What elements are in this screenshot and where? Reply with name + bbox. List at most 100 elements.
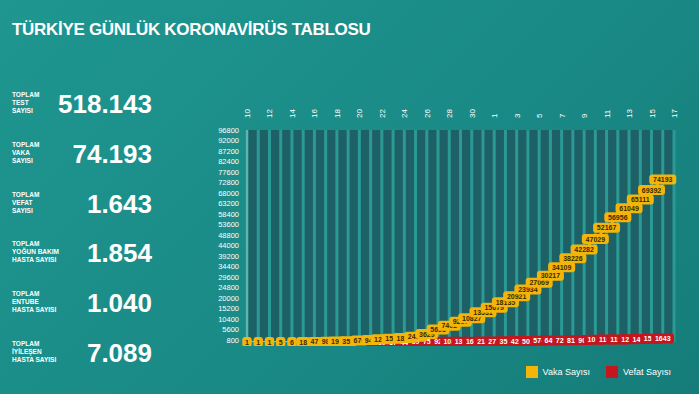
- svg-text:20: 20: [355, 109, 364, 118]
- svg-text:16: 16: [310, 109, 319, 118]
- svg-text:42282: 42282: [574, 246, 594, 253]
- svg-text:7402: 7402: [441, 322, 458, 330]
- svg-text:27069: 27069: [529, 279, 549, 287]
- svg-text:56956: 56956: [608, 214, 628, 221]
- svg-text:7: 7: [558, 113, 567, 118]
- html-text:Vaka Sayısı: Vaka Sayısı: [542, 367, 590, 377]
- svg-text:5698: 5698: [430, 326, 446, 334]
- html-text:92 108 131 168 214 277 356 425: 92 108 131 168 214 277 356 425 501 574 6…: [434, 336, 590, 346]
- html-text:SAYISI: SAYISI: [12, 156, 33, 164]
- html-text:1.040: 1.040: [86, 288, 152, 319]
- html-text:21 30: 21 30: [366, 338, 386, 346]
- svg-text:3629: 3629: [419, 330, 435, 338]
- svg-text:28: 28: [445, 109, 454, 118]
- html-text:TÜRKİYE GÜNLÜK KORONAVİRÜS TAB: TÜRKİYE GÜNLÜK KORONAVİRÜS TABLOSU: [12, 20, 371, 39]
- html-text:HASTA SAYISI: HASTA SAYISI: [12, 356, 57, 363]
- svg-text:12: 12: [265, 109, 274, 118]
- svg-text:3: 3: [513, 113, 522, 118]
- html-text:İYİLEŞEN: İYİLEŞEN: [12, 348, 42, 355]
- svg-text:20921: 20921: [506, 292, 527, 300]
- svg-text:82400: 82400: [218, 157, 239, 166]
- html-text:SAYISI: SAYISI: [12, 206, 33, 214]
- svg-text:29600: 29600: [218, 273, 239, 282]
- svg-text:6: 6: [290, 339, 294, 346]
- svg-text:9: 9: [580, 113, 589, 118]
- svg-text:1: 1: [245, 339, 249, 346]
- svg-text:52167: 52167: [597, 224, 617, 231]
- svg-text:44000: 44000: [218, 241, 239, 250]
- svg-text:13: 13: [625, 109, 634, 118]
- svg-text:74193: 74193: [653, 176, 673, 183]
- svg-text:63200: 63200: [218, 199, 239, 208]
- svg-text:11: 11: [603, 109, 612, 118]
- svg-text:10400: 10400: [218, 315, 239, 324]
- svg-text:24800: 24800: [218, 283, 239, 292]
- svg-text:10: 10: [243, 109, 252, 118]
- html-text:TOPLAM: TOPLAM: [12, 240, 40, 248]
- svg-text:92000: 92000: [218, 136, 239, 145]
- svg-text:72800: 72800: [218, 178, 239, 187]
- html-text:SAYISI: SAYISI: [12, 107, 33, 114]
- svg-text:30217: 30217: [541, 272, 561, 279]
- svg-text:69392: 69392: [642, 187, 662, 194]
- html-text:VEFAT: VEFAT: [12, 198, 33, 206]
- svg-text:77600: 77600: [218, 168, 239, 177]
- svg-text:15: 15: [648, 109, 657, 118]
- svg-text:1: 1: [268, 339, 272, 346]
- svg-text:5: 5: [535, 113, 544, 118]
- html-text:HASTA SAYISI: HASTA SAYISI: [12, 306, 57, 314]
- svg-text:34109: 34109: [552, 264, 572, 271]
- html-text:VAKA: VAKA: [12, 148, 30, 156]
- svg-text:34400: 34400: [218, 262, 239, 271]
- svg-text:47: 47: [311, 338, 319, 345]
- svg-text:10827: 10827: [462, 314, 482, 322]
- svg-text:22: 22: [378, 109, 387, 118]
- svg-text:18: 18: [333, 109, 342, 118]
- html-text:7.089: 7.089: [86, 338, 152, 368]
- svg-text:23934: 23934: [518, 286, 538, 294]
- svg-text:15679: 15679: [484, 304, 504, 312]
- html-text:74.193: 74.193: [72, 138, 152, 169]
- svg-text:24: 24: [400, 109, 409, 118]
- svg-text:5: 5: [279, 339, 283, 346]
- html-text:YOĞUN BAKIM: YOĞUN BAKIM: [12, 248, 59, 256]
- svg-text:1643: 1643: [655, 335, 671, 342]
- html-text:98 191 359 670 947: 98 191 359 670 947: [321, 336, 377, 346]
- svg-text:18: 18: [299, 339, 307, 346]
- svg-text:30: 30: [468, 109, 477, 118]
- html-text:TEST: TEST: [12, 99, 29, 106]
- svg-text:15200: 15200: [218, 304, 239, 313]
- svg-text:14: 14: [288, 109, 297, 118]
- svg-text:87200: 87200: [218, 147, 239, 156]
- svg-text:65111: 65111: [631, 196, 650, 203]
- html-text:518.143: 518.143: [58, 89, 152, 119]
- svg-text:1: 1: [490, 113, 499, 118]
- svg-text:1: 1: [256, 339, 260, 346]
- html-text:HASTA SAYISI: HASTA SAYISI: [12, 256, 57, 264]
- html-text:1.854: 1.854: [86, 238, 152, 269]
- html-text:TOPLAM: TOPLAM: [12, 340, 40, 347]
- svg-text:17: 17: [670, 109, 679, 118]
- svg-text:20000: 20000: [218, 294, 239, 303]
- svg-text:39200: 39200: [218, 252, 239, 261]
- svg-text:26: 26: [423, 109, 432, 118]
- html-text:TOPLAM: TOPLAM: [12, 190, 40, 198]
- svg-text:96800: 96800: [218, 126, 239, 135]
- svg-text:800: 800: [226, 336, 239, 345]
- html-text:ENTUBE: ENTUBE: [12, 298, 39, 306]
- svg-text:68000: 68000: [218, 189, 239, 198]
- svg-text:47029: 47029: [586, 236, 606, 243]
- html-text:TOPLAM: TOPLAM: [12, 91, 40, 98]
- html-text:Vefat Sayısı: Vefat Sayısı: [623, 367, 671, 377]
- html-text:TOPLAM: TOPLAM: [12, 290, 40, 298]
- html-text:TOPLAM: TOPLAM: [12, 140, 40, 148]
- html-text:44 59 75: 44 59 75: [400, 338, 431, 346]
- svg-text:48800: 48800: [218, 231, 239, 240]
- html-text:1.643: 1.643: [86, 188, 152, 219]
- svg-text:53600: 53600: [218, 220, 239, 229]
- svg-text:61049: 61049: [619, 205, 639, 212]
- svg-text:38226: 38226: [563, 255, 583, 262]
- svg-text:18135: 18135: [495, 298, 516, 306]
- svg-text:5600: 5600: [222, 325, 239, 334]
- svg-text:58400: 58400: [218, 210, 239, 219]
